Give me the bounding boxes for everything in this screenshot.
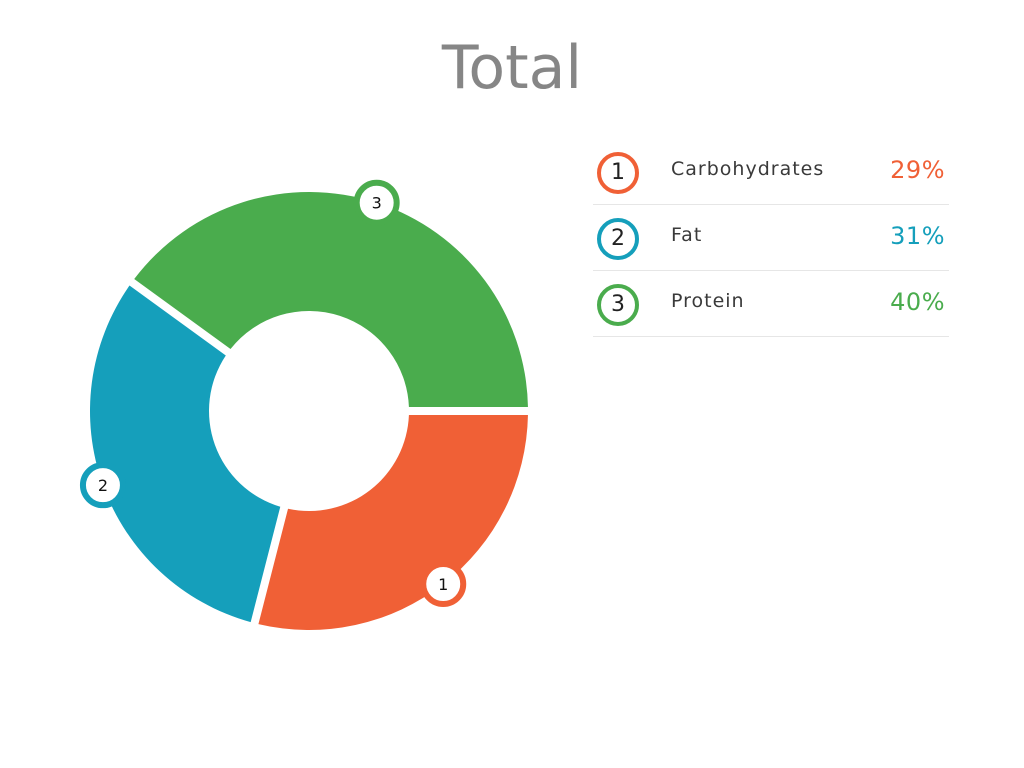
slice-badge-number: 3 (372, 194, 382, 213)
slice-badge-circle (79, 462, 126, 509)
slice-badge-circle (420, 561, 467, 608)
legend-item: 3 Protein 40% (593, 271, 949, 337)
slice-badge-1: 1 (420, 561, 467, 608)
legend-item: 1 Carbohydrates 29% (593, 139, 949, 205)
legend-item: 2 Fat 31% (593, 205, 949, 271)
legend-percentage: 29% (890, 156, 945, 184)
legend-percentage: 40% (890, 288, 945, 316)
slice-badge-number: 2 (98, 476, 108, 495)
slice-badge-circle (353, 179, 400, 226)
donut-slice-1 (258, 414, 528, 630)
slice-badge-2: 2 (79, 462, 126, 509)
legend-label: Fat (671, 224, 703, 246)
legend-number-badge: 2 (597, 218, 639, 260)
legend-number-badge: 3 (597, 284, 639, 326)
slice-badge-number: 1 (438, 575, 448, 594)
legend: 1 Carbohydrates 29% 2 Fat 31% 3 Protein 40% (593, 139, 949, 337)
slice-badge-3: 3 (353, 179, 400, 226)
legend-percentage: 31% (890, 222, 945, 250)
donut-slice-2 (90, 285, 281, 623)
legend-number-badge: 1 (597, 152, 639, 194)
chart-title: Total (441, 33, 583, 103)
legend-label: Protein (671, 290, 745, 312)
legend-label: Carbohydrates (671, 158, 825, 180)
donut-slice-3 (134, 191, 528, 408)
